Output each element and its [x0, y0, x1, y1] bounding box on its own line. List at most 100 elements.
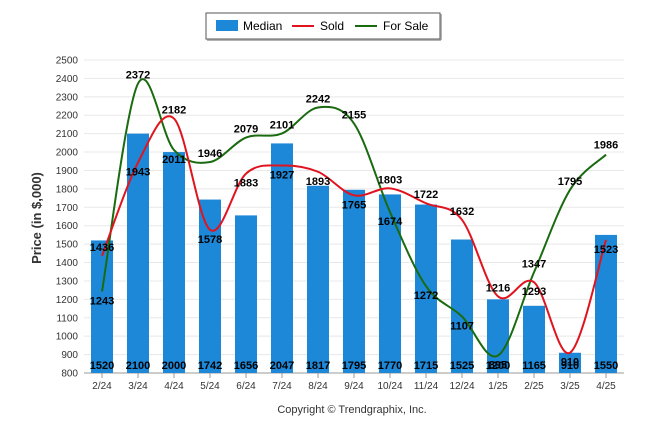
data-label-sold: 910 [561, 357, 579, 369]
data-label-sold: 1216 [486, 282, 510, 294]
y-tick-label: 1800 [56, 184, 79, 195]
data-label-median: 1656 [234, 360, 258, 372]
line-for-sale [101, 78, 607, 358]
y-tick-label: 1300 [56, 276, 79, 287]
x-tick-label: 5/24 [200, 381, 220, 392]
y-tick-label: 2400 [56, 74, 79, 85]
data-label-for-sale: 2011 [162, 154, 186, 166]
bar-median [91, 240, 113, 373]
bar-median [415, 204, 437, 373]
bar-median [163, 152, 185, 373]
data-label-median: 1550 [594, 360, 618, 372]
data-label-sold: 1436 [90, 242, 114, 254]
data-label-sold: 1293 [522, 286, 546, 298]
data-label-median: 2000 [162, 360, 186, 372]
data-label-median: 2100 [126, 360, 150, 372]
legend: Median Sold For Sale [205, 12, 442, 41]
y-tick-label: 900 [61, 350, 78, 361]
data-label-sold: 2182 [162, 105, 186, 117]
bar-median [523, 305, 545, 373]
bar-median [235, 215, 257, 373]
data-label-for-sale: 895 [489, 360, 507, 372]
x-tick-label: 2/24 [92, 381, 112, 392]
data-label-median: 1200 [486, 360, 510, 372]
y-tick-label: 1500 [56, 240, 79, 251]
data-label-for-sale: 1674 [378, 216, 403, 228]
bar-median [595, 234, 617, 373]
data-label-median: 1525 [450, 360, 474, 372]
y-tick-label: 2000 [56, 148, 79, 159]
series-lines [101, 78, 607, 358]
data-label-for-sale: 2155 [342, 110, 366, 122]
data-label-sold: 1927 [270, 169, 294, 181]
data-label-median: 1770 [378, 360, 402, 372]
data-label-median: 1715 [414, 360, 438, 372]
data-label-for-sale: 1107 [450, 320, 474, 332]
x-tick-label: 9/24 [344, 381, 364, 392]
x-axis-ticks: 2/24 3/24 4/24 5/24 6/24 7/24 8/24 9/24 10/24 11/… [92, 373, 616, 392]
data-label-for-sale: 1946 [198, 148, 222, 160]
bar-median [271, 143, 293, 373]
y-tick-label: 1700 [56, 203, 79, 214]
bar-median [343, 189, 365, 373]
y-tick-label: 1100 [56, 313, 78, 324]
data-label-sold: 1883 [234, 178, 258, 190]
x-tick-label: 6/24 [236, 381, 256, 392]
data-label-for-sale: 1243 [90, 295, 114, 307]
y-axis-label: Price (in $,000) [29, 172, 44, 264]
data-label-median: 1795 [342, 360, 366, 372]
data-label-for-sale: 2079 [234, 124, 258, 136]
line-sold [101, 115, 607, 354]
x-tick-label: 3/25 [560, 381, 580, 392]
data-label-median: 1165 [522, 360, 546, 372]
x-tick-label: 7/24 [272, 381, 292, 392]
data-label-sold: 1632 [450, 206, 474, 218]
y-tick-label: 2500 [56, 56, 79, 67]
data-label-for-sale: 2372 [126, 70, 150, 82]
data-label-for-sale: 2242 [306, 94, 330, 106]
bar-median [307, 185, 329, 373]
y-axis-ticks: 800 900 1000 1100 1200 1300 1400 1500 1600 1700 18… [56, 56, 79, 380]
legend-label-median: Median [243, 19, 282, 33]
bar-median [487, 299, 509, 373]
y-tick-label: 1200 [56, 295, 79, 306]
data-label-sold: 1765 [342, 199, 366, 211]
legend-box [205, 12, 441, 40]
bar-median [559, 352, 581, 373]
y-tick-label: 1000 [56, 332, 79, 343]
data-label-median: 2047 [270, 360, 294, 372]
y-tick-label: 1900 [56, 166, 79, 177]
copyright-text: Copyright © Trendgraphix, Inc. [277, 404, 426, 416]
data-label-median: 1742 [198, 360, 222, 372]
y-tick-label: 800 [61, 369, 78, 380]
x-tick-label: 12/24 [449, 381, 474, 392]
y-tick-label: 2100 [56, 129, 79, 140]
data-label-for-sale: 1347 [522, 258, 546, 270]
bar-median [379, 194, 401, 373]
x-tick-label: 3/24 [128, 381, 148, 392]
x-tick-label: 10/24 [377, 381, 402, 392]
bar-median [127, 133, 149, 373]
x-tick-label: 8/24 [308, 381, 328, 392]
y-tick-label: 1400 [56, 258, 79, 269]
data-label-sold: 1803 [378, 174, 402, 186]
data-label-for-sale: 2101 [270, 119, 294, 131]
bar-median [199, 199, 221, 373]
data-label-for-sale: 1272 [414, 290, 438, 302]
y-tick-label: 1600 [56, 221, 79, 232]
bar-median [451, 239, 473, 373]
data-label-for-sale: 1986 [594, 140, 618, 152]
data-label-sold: 1943 [126, 167, 150, 179]
data-label-median: 1520 [90, 360, 114, 372]
data-label-sold: 1523 [594, 244, 618, 256]
legend-swatch-median [216, 20, 238, 31]
legend-label-sold: Sold [320, 19, 344, 33]
x-tick-label: 4/24 [164, 381, 184, 392]
x-tick-label: 1/25 [488, 381, 508, 392]
data-labels: 1520 2100 2000 1742 1656 2047 1817 1795 1770 1715… [90, 70, 618, 372]
data-label-sold: 1893 [306, 176, 330, 188]
x-tick-label: 11/24 [414, 381, 439, 392]
x-tick-label: 2/25 [524, 381, 544, 392]
legend-label-for-sale: For Sale [383, 19, 429, 33]
